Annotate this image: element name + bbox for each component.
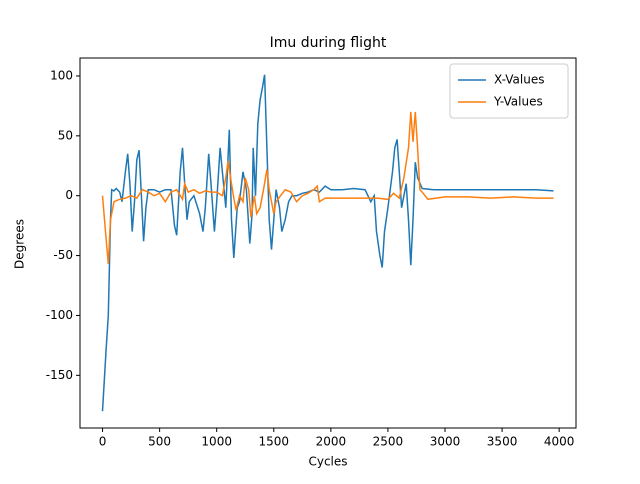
data-line xyxy=(101,111,554,265)
plot-frame xyxy=(79,57,577,429)
x-tick-label: 4000 xyxy=(544,435,575,449)
x-tick-label: 1500 xyxy=(259,435,290,449)
y-tick-label: 50 xyxy=(58,128,73,142)
y-tick-label: 0 xyxy=(65,188,73,202)
x-axis-label: Cycles xyxy=(308,455,347,469)
data-line xyxy=(101,74,554,412)
x-tick-label: 1000 xyxy=(201,435,232,449)
x-tick-label: 3000 xyxy=(430,435,461,449)
chart-title: Imu during flight xyxy=(270,35,387,51)
x-tick-label: 3500 xyxy=(487,435,518,449)
x-tick-label: 500 xyxy=(148,435,171,449)
x-tick-label: 2000 xyxy=(316,435,347,449)
y-tick-label: -150 xyxy=(46,368,73,382)
y-tick-label: -100 xyxy=(46,308,73,322)
legend-label: Y-Values xyxy=(493,95,543,109)
legend-label: X-Values xyxy=(494,73,544,87)
y-axis-label: Degrees xyxy=(13,219,27,269)
x-tick-label: 0 xyxy=(99,435,107,449)
y-tick-label: 100 xyxy=(50,68,73,82)
x-tick-label: 2500 xyxy=(373,435,404,449)
y-tick-label: -50 xyxy=(53,248,73,262)
legend-box xyxy=(449,63,569,119)
